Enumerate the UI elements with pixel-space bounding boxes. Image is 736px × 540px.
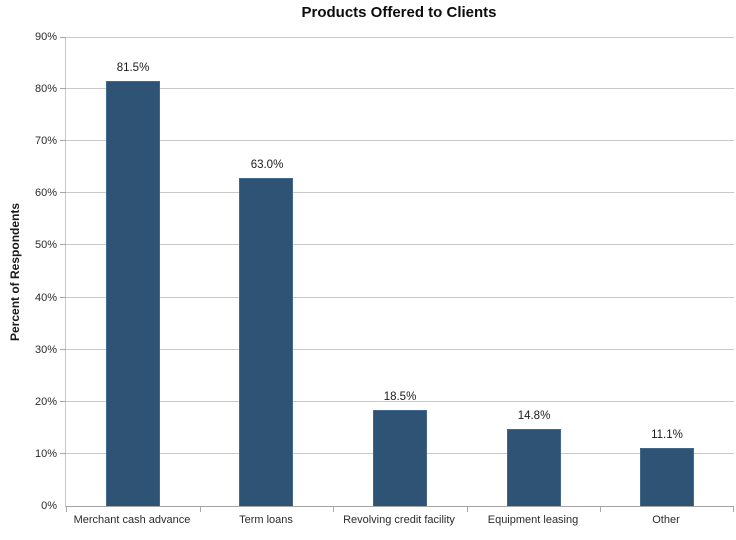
x-axis-tick: [467, 507, 468, 512]
gridline: [66, 297, 734, 298]
y-axis-tick: [60, 37, 66, 38]
bar-term-loans: [239, 178, 293, 506]
y-axis-tick-label: 80%: [34, 83, 57, 95]
bar-other: [640, 448, 694, 506]
gridline: [66, 140, 734, 141]
gridline: [66, 244, 734, 245]
gridline: [66, 88, 734, 89]
category-label: Revolving credit facility: [343, 514, 455, 526]
y-axis-tick: [60, 453, 66, 454]
data-label: 18.5%: [383, 391, 417, 403]
y-axis-tick-label: 90%: [34, 31, 57, 43]
data-label: 63.0%: [250, 159, 284, 171]
data-label: 14.8%: [517, 410, 551, 422]
y-axis-tick: [60, 244, 66, 245]
x-axis-tick: [733, 507, 734, 512]
x-axis-tick: [66, 507, 67, 512]
y-axis-tick-label: 0%: [41, 500, 57, 512]
y-axis-tick: [60, 349, 66, 350]
y-axis-tick-label: 10%: [34, 448, 57, 460]
gridline: [66, 37, 734, 38]
y-axis-tick-label: 40%: [34, 292, 57, 304]
x-axis-tick: [200, 507, 201, 512]
data-label: 81.5%: [116, 62, 150, 74]
y-axis-tick-label: 20%: [34, 396, 57, 408]
chart-title: Products Offered to Clients: [301, 4, 497, 21]
gridline: [66, 192, 734, 193]
y-axis-tick-label: 50%: [34, 239, 57, 251]
y-axis-tick: [60, 192, 66, 193]
bar-revolving-credit-facility: [373, 410, 427, 506]
y-axis-tick-label: 60%: [34, 187, 57, 199]
x-axis-tick: [333, 507, 334, 512]
y-axis-tick-label: 70%: [34, 135, 57, 147]
y-axis-tick-labels: 0% 10% 20% 30% 40% 50% 60% 70% 80% 90%: [0, 31, 57, 512]
category-label: Merchant cash advance: [73, 514, 191, 526]
category-label: Equipment leasing: [487, 514, 579, 526]
x-axis-tick: [600, 507, 601, 512]
gridline: [66, 401, 734, 402]
y-axis-tick: [60, 140, 66, 141]
y-axis-tick: [60, 401, 66, 402]
y-axis-tick-label: 30%: [34, 344, 57, 356]
category-label: Term loans: [239, 514, 293, 526]
bar-equipment-leasing: [507, 429, 561, 506]
bar-merchant-cash-advance: [106, 81, 160, 506]
x-axis-category-labels: Merchant cash advance Term loans Revolving…: [65, 514, 733, 532]
gridline: [66, 349, 734, 350]
plot-area: 81.5% 63.0% 18.5% 14.8% 11.1%: [60, 37, 734, 512]
y-axis-tick: [60, 297, 66, 298]
category-label: Other: [652, 514, 680, 526]
y-axis-tick: [60, 88, 66, 89]
data-label: 11.1%: [651, 429, 683, 441]
